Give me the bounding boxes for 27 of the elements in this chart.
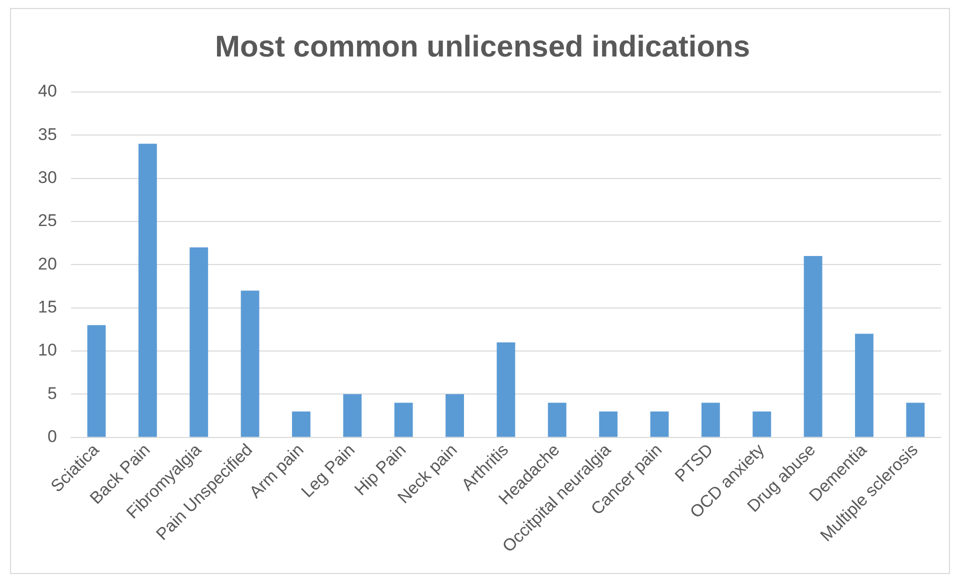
bar (292, 411, 310, 437)
y-tick-label: 35 (38, 124, 57, 144)
bar (240, 290, 260, 437)
bar (138, 144, 157, 437)
y-tick-label: 20 (38, 254, 57, 274)
y-tick-label: 5 (47, 384, 57, 403)
bar (855, 334, 874, 437)
y-tick-label: 0 (47, 427, 57, 446)
bar (906, 402, 925, 437)
bar (496, 342, 516, 437)
bar (701, 402, 720, 437)
bar (394, 402, 413, 437)
y-tick-label: 25 (38, 211, 57, 230)
bar (804, 256, 822, 437)
bar (548, 402, 566, 437)
y-tick-label: 15 (38, 298, 57, 317)
bar (752, 411, 772, 437)
y-tick-label: 40 (38, 82, 57, 101)
bar (87, 325, 106, 437)
bar (343, 394, 362, 437)
bar (599, 411, 618, 437)
bar (650, 411, 669, 437)
bar (190, 247, 208, 437)
y-tick-label: 10 (38, 340, 57, 360)
bar (446, 394, 464, 437)
chart-title: Most common unlicensed indications (214, 30, 750, 64)
y-tick-label: 30 (38, 168, 57, 188)
